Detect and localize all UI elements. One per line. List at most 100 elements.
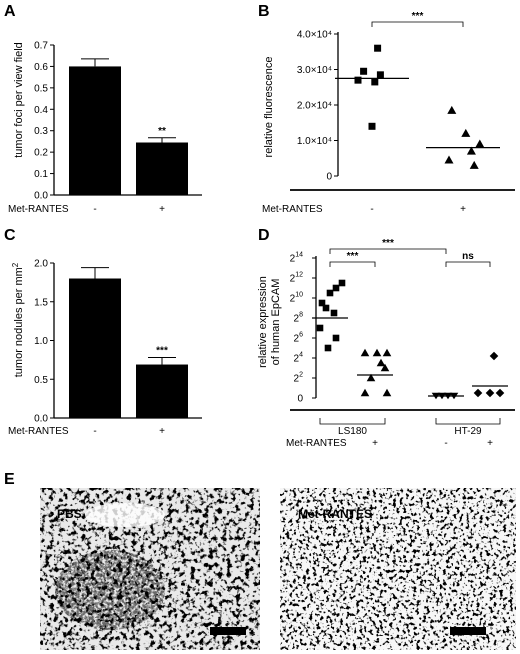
significance-label: ***	[156, 346, 168, 357]
micrograph-met-rantes: Met-RANTES	[280, 488, 516, 650]
data-point	[372, 348, 382, 357]
data-point	[322, 304, 330, 312]
bar	[69, 66, 121, 195]
category-label: +	[460, 204, 466, 215]
panel-a-ylabel: tumor foci per view field	[13, 42, 25, 158]
micrograph-pbs-scale-bar	[210, 627, 246, 635]
data-point	[382, 348, 392, 357]
panel-a-categories: - +	[93, 204, 165, 215]
y-tick-label: 28	[294, 312, 304, 325]
micrograph-pbs-nodule	[55, 550, 165, 630]
panel-d-y-ticks: 0 22 24 26 28 210 212 214	[290, 252, 515, 411]
y-tick-label: 26	[294, 332, 304, 345]
category-label: +	[159, 426, 165, 437]
data-point	[360, 348, 370, 357]
data-point	[473, 388, 483, 398]
y-tick-label: 1.5	[34, 297, 48, 308]
data-point	[382, 388, 392, 397]
category-label: -	[93, 426, 96, 437]
panel-d-ylabel-line2: of human EpCAM	[270, 279, 282, 366]
panel-b-significance: ***	[371, 11, 464, 27]
panel-c-bars: ***	[69, 267, 188, 418]
significance-bracket	[371, 21, 464, 27]
data-point	[338, 279, 346, 287]
data-point	[316, 324, 324, 332]
data-point	[495, 388, 505, 398]
data-point	[444, 155, 454, 164]
comparison-label: ***	[382, 238, 394, 249]
comparison-label: ***	[347, 251, 359, 262]
y-tick-label: 0.7	[34, 41, 48, 52]
panel-b-ylabel: relative fluorescence	[263, 57, 275, 158]
y-tick-label: 210	[290, 292, 303, 305]
panel-c-categories: - +	[93, 426, 165, 437]
bar	[69, 278, 121, 418]
panel-d-cell-lines: LS180 HT-29	[319, 418, 501, 437]
y-tick-label: 4.0×10⁴	[297, 30, 332, 41]
panel-c-treatment-label: Met-RANTES	[8, 426, 69, 437]
y-tick-label: 0	[297, 394, 303, 405]
data-point	[371, 78, 379, 86]
micrograph-pbs-label: PBS	[57, 507, 82, 521]
comparison-label: ns	[462, 251, 474, 262]
panel-d-significance: *** *** ns	[329, 238, 491, 267]
panel-b-categories: - +	[370, 204, 466, 215]
comparison-bracket	[329, 261, 376, 267]
category-label: +	[372, 438, 378, 449]
micrograph-met-rantes-scale-bar	[450, 627, 486, 635]
data-point	[366, 373, 376, 382]
cell-line-label: LS180	[338, 426, 367, 437]
micrograph-met-rantes-texture	[280, 488, 516, 650]
cell-line-bracket	[319, 418, 386, 425]
data-point	[380, 363, 390, 372]
panel-e: E PBS	[4, 471, 516, 650]
significance-label: **	[158, 126, 166, 137]
data-point	[376, 358, 386, 367]
panel-d-points	[312, 279, 508, 400]
y-tick-label: 212	[290, 272, 303, 285]
panel-letter-d: D	[258, 227, 270, 244]
bar	[136, 142, 188, 195]
panel-a-treatment-label: Met-RANTES	[8, 204, 69, 215]
panel-a: A tumor foci per view field 0.0 0.1 0.2 0.3…	[4, 3, 202, 215]
data-point	[326, 289, 334, 297]
data-point	[469, 160, 479, 169]
panel-d-treatment-label: Met-RANTES	[286, 438, 347, 449]
cell-line-bracket	[435, 418, 501, 425]
category-label: +	[487, 438, 493, 449]
y-tick-label: 2.0	[34, 259, 48, 270]
data-point	[360, 388, 370, 397]
panel-b: B relative fluorescence 0 1.0×10⁴ 2.0×10⁴ 3…	[258, 3, 515, 215]
y-tick-label: 0.0	[34, 191, 48, 202]
y-tick-label: 1.0×10⁴	[297, 136, 332, 147]
y-tick-label: 0.1	[34, 169, 48, 180]
data-point	[324, 344, 332, 352]
y-tick-label: 0.2	[34, 148, 48, 159]
panel-c-ylabel: tumor nodules per mm2	[11, 262, 25, 377]
data-point	[332, 284, 340, 292]
panel-b-y-ticks: 0 1.0×10⁴ 2.0×10⁴ 3.0×10⁴ 4.0×10⁴	[290, 30, 515, 191]
y-tick-label: 1.0	[34, 336, 48, 347]
category-label: -	[328, 438, 331, 449]
panel-letter-e: E	[4, 471, 15, 488]
y-tick-label: 0.4	[34, 105, 48, 116]
data-point	[466, 146, 476, 155]
category-label: +	[159, 204, 165, 215]
y-tick-label: 0.5	[34, 83, 48, 94]
panel-a-bars: **	[69, 58, 188, 195]
data-point	[376, 71, 384, 79]
panel-b-treatment-label: Met-RANTES	[262, 204, 323, 215]
panel-c: C tumor nodules per mm2 0.00.51.01.52.0 …	[4, 227, 202, 437]
panel-letter-c: C	[4, 227, 16, 244]
panel-d-categories: - + - +	[328, 438, 493, 449]
y-tick-label: 2.0×10⁴	[297, 101, 332, 112]
bar	[136, 364, 188, 418]
significance-label: ***	[412, 11, 424, 22]
category-label: -	[93, 204, 96, 215]
category-label: -	[444, 438, 447, 449]
y-tick-label: 0	[326, 172, 332, 183]
data-point	[318, 299, 326, 307]
micrograph-pbs: PBS	[40, 488, 260, 650]
data-point	[485, 388, 495, 398]
panel-d: D relative expression of human EpCAM 0 22…	[257, 227, 515, 449]
